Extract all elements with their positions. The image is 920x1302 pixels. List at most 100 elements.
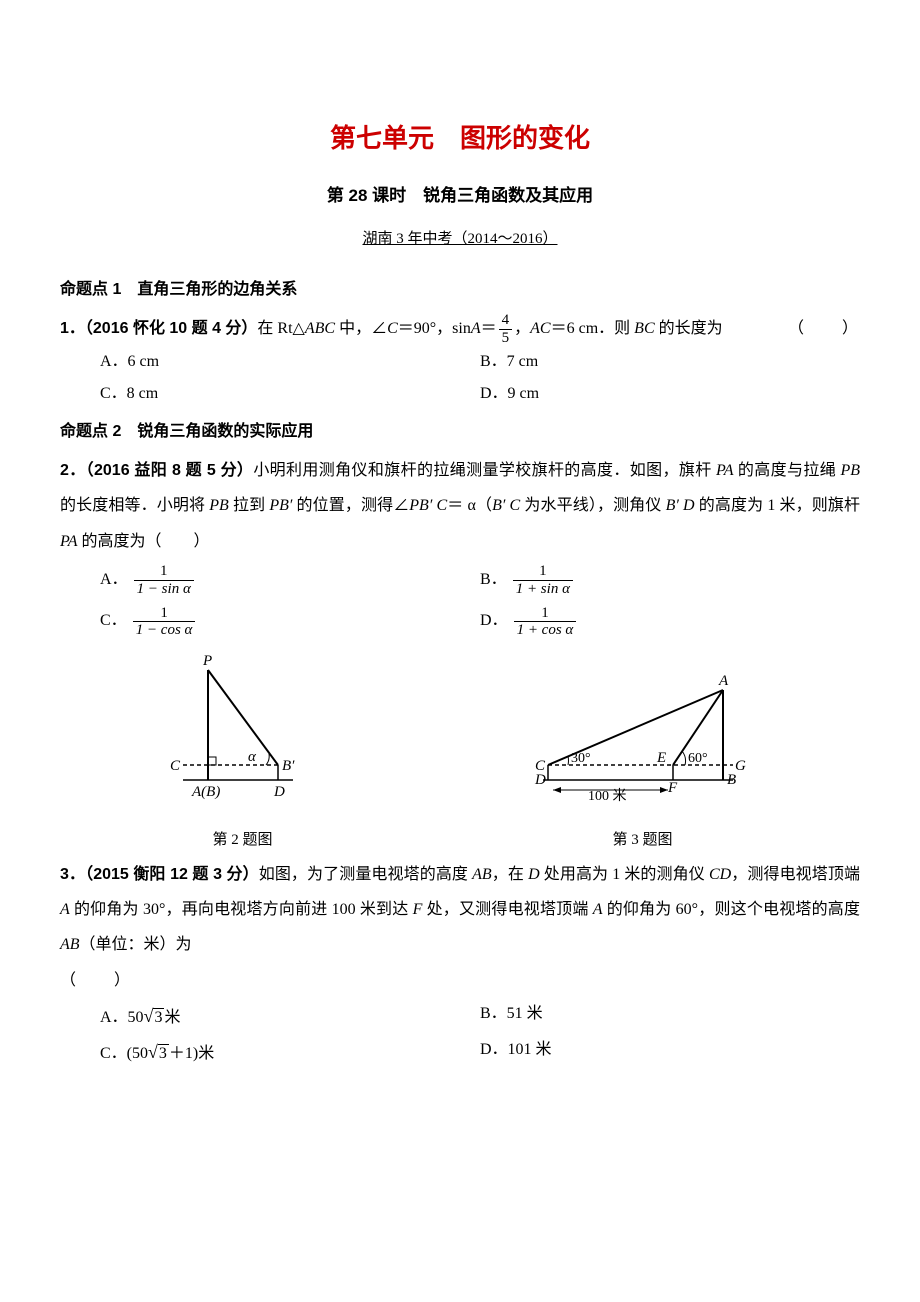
q2-d-den: 1 + cos α	[514, 622, 577, 639]
question-3-stem: 3．（2015 衡阳 12 题 3 分）如图，为了测量电视塔的高度 AB，在 D…	[60, 857, 860, 963]
q2-t1: 小明利用测角仪和旗杆的拉绳测量学校旗杆的高度．如图，旗杆	[253, 462, 716, 479]
q3-d: D	[528, 866, 540, 883]
q1-choice-b: B．7 cm	[480, 346, 860, 378]
q1-bc: BC	[634, 320, 654, 337]
q3-choice-d: D．101 米	[480, 1034, 860, 1070]
figure-3-caption: 第 3 题图	[513, 824, 773, 857]
q3-choice-a: A．50√3米	[100, 998, 480, 1034]
q2-choices-row-1: A． 1 1 − sin α B． 1 1 + sin α	[100, 559, 860, 601]
q1-source: 1．（2016 怀化 10 题 4 分）	[60, 320, 257, 337]
fig2-c: C	[170, 758, 181, 774]
q2-bd: B′ D	[666, 497, 695, 514]
q3-blank: （ ）	[60, 972, 132, 989]
figure-2-caption: 第 2 题图	[148, 824, 338, 857]
q2-pbc: PB′ C	[409, 497, 447, 514]
q2-d-frac: 1 1 + cos α	[512, 605, 579, 639]
q3-choices-row-2: C．(50√3＋1)米 D．101 米	[100, 1034, 860, 1070]
q3-t8: （单位：米）为	[80, 936, 192, 953]
topic-2-heading: 命题点 2 锐角三角函数的实际应用	[60, 414, 860, 449]
q3-f: F	[413, 901, 423, 918]
sqrt-icon: √3	[144, 998, 165, 1034]
q3-t2: ，在	[492, 866, 528, 883]
q2-pa: PA	[716, 462, 733, 479]
q3-t4: ，测得电视塔顶端	[731, 866, 860, 883]
fig3-a: A	[718, 673, 729, 689]
lesson-title: 第 28 课时 锐角三角函数及其应用	[60, 177, 860, 214]
q1-frac: 45	[497, 312, 515, 346]
q3-ab1: AB	[472, 866, 492, 883]
q2-source: 2．（2016 益阳 8 题 5 分）	[60, 462, 253, 479]
fig2-alpha: α	[248, 749, 257, 765]
q1-t3: ＝90°，sin	[398, 320, 471, 337]
question-1: 1．（2016 怀化 10 题 4 分）在 Rt△ABC 中，∠C＝90°，si…	[60, 311, 860, 410]
q1-choice-d: D．9 cm	[480, 378, 860, 410]
fig2-bp: B′	[282, 758, 295, 774]
q3-c-sqrt: 3	[158, 1044, 169, 1062]
fig2-ab: A(B)	[191, 784, 220, 800]
q2-choice-c: C． 1 1 − cos α	[100, 600, 480, 642]
q1-frac-num: 4	[499, 312, 513, 330]
fig3-b: B	[727, 772, 736, 788]
fig3-f: F	[667, 780, 678, 796]
q2-choice-b: B． 1 1 + sin α	[480, 559, 860, 601]
q3-blank-line: （ ）	[60, 963, 860, 998]
q1-ac: AC	[530, 320, 550, 337]
q2-pb: PB	[840, 462, 860, 479]
q1-choices-row-1: A．6 cm B．7 cm	[100, 346, 860, 378]
q2-t5: 的位置，测得∠	[292, 497, 409, 514]
topic-1-heading: 命题点 1 直角三角形的边角关系	[60, 272, 860, 307]
q3-choices-row-1: A．50√3米 B．51 米	[100, 998, 860, 1034]
q3-t3: 处用高为 1 米的测角仪	[540, 866, 709, 883]
fig3-ang2: 60°	[688, 751, 708, 766]
q1-blank: （ ）	[788, 311, 860, 346]
fig2-d: D	[273, 784, 285, 800]
fig2-p: P	[202, 653, 212, 669]
question-2: 2．（2016 益阳 8 题 5 分）小明利用测角仪和旗杆的拉绳测量学校旗杆的高…	[60, 453, 860, 642]
q3-a2: A	[593, 901, 603, 918]
q2-pbp: PB′	[269, 497, 292, 514]
figure-3: A C D 30° E 60° G F B 100 米 第 3 题图	[513, 670, 773, 857]
q3-t1: 如图，为了测量电视塔的高度	[259, 866, 472, 883]
q3-t7: 的仰角为 60°，则这个电视塔的高度	[603, 901, 860, 918]
q1-choices-row-2: C．8 cm D．9 cm	[100, 378, 860, 410]
q2-t9: 的高度为（ ）	[77, 533, 209, 550]
q3-source: 3．（2015 衡阳 12 题 3 分）	[60, 866, 259, 883]
sqrt-icon: √3	[148, 1034, 169, 1070]
q2-b-den: 1 + sin α	[513, 581, 573, 598]
fig3-e: E	[656, 750, 666, 766]
q2-b-num: 1	[513, 563, 573, 581]
question-2-stem: 2．（2016 益阳 8 题 5 分）小明利用测角仪和旗杆的拉绳测量学校旗杆的高…	[60, 453, 860, 559]
q3-cd: CD	[709, 866, 731, 883]
q1-abc: ABC	[305, 320, 335, 337]
q3-choice-b: B．51 米	[480, 998, 860, 1034]
q3-t5: 的仰角为 30°，再向电视塔方向前进 100 米到达	[70, 901, 413, 918]
q2-a-frac: 1 1 − sin α	[132, 563, 196, 597]
q2-pb2: PB	[209, 497, 229, 514]
q2-t7: 为水平线），测角仪	[520, 497, 665, 514]
q2-c-num: 1	[133, 605, 196, 623]
q1-t2: 中，∠	[335, 320, 387, 337]
q2-d-num: 1	[514, 605, 577, 623]
q1-c: C	[387, 320, 398, 337]
q2-choice-d: D． 1 1 + cos α	[480, 600, 860, 642]
q3-ab2: AB	[60, 936, 80, 953]
q1-t5: ，	[514, 320, 530, 337]
q1-t6: ＝6 cm．则	[551, 320, 635, 337]
q3-choice-c: C．(50√3＋1)米	[100, 1034, 480, 1070]
q2-b-frac: 1 1 + sin α	[511, 563, 575, 597]
q1-t1: 在 Rt△	[257, 320, 304, 337]
q2-b-lbl: B．	[480, 571, 507, 588]
q1-a: A	[471, 320, 481, 337]
q2-bc: B′ C	[492, 497, 520, 514]
q1-t4: ＝	[481, 320, 497, 337]
fig3-ang1: 30°	[571, 751, 591, 766]
q1-frac-den: 5	[499, 330, 513, 347]
q2-a-den: 1 − sin α	[134, 581, 194, 598]
question-3: 3．（2015 衡阳 12 题 3 分）如图，为了测量电视塔的高度 AB，在 D…	[60, 857, 860, 1070]
q2-c-den: 1 − cos α	[133, 622, 196, 639]
fig3-dist: 100 米	[588, 788, 627, 804]
figure-2: P C α B′ A(B) D 第 2 题图	[148, 650, 338, 857]
q1-choice-a: A．6 cm	[100, 346, 480, 378]
question-1-stem: 1．（2016 怀化 10 题 4 分）在 Rt△ABC 中，∠C＝90°，si…	[60, 311, 860, 346]
fig3-g: G	[735, 758, 746, 774]
